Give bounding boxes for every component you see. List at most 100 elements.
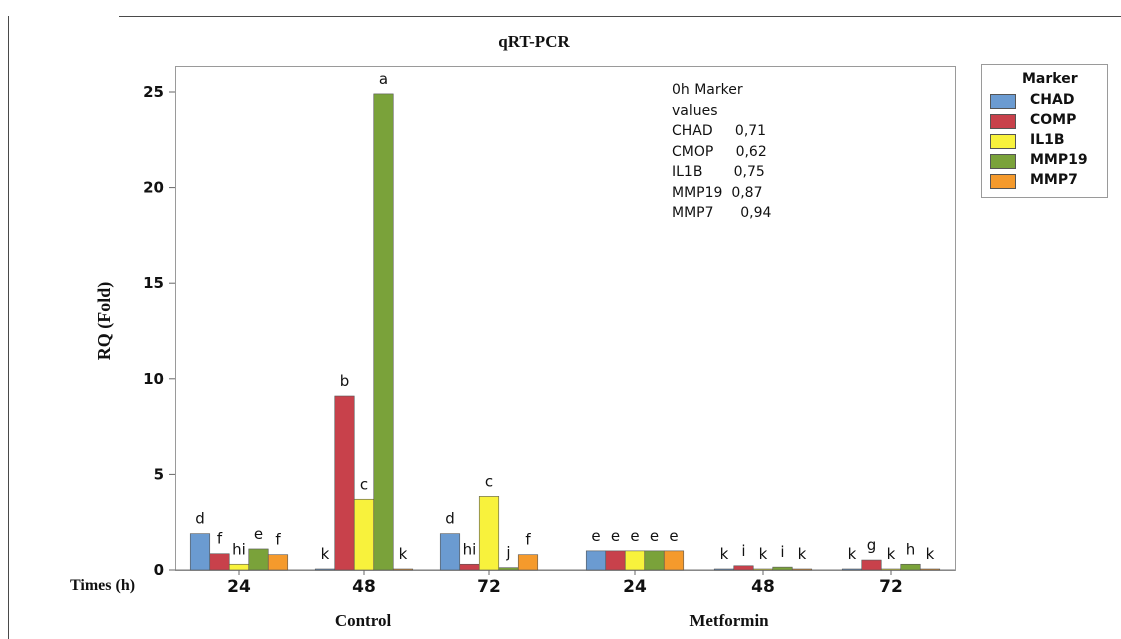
y-tick-label: 25 (143, 83, 164, 101)
x-category-label: 48 (352, 577, 376, 597)
note-row-il1b: IL1B 0,75 (672, 164, 765, 180)
legend-label-chad: CHAD (1030, 92, 1075, 108)
legend: Marker CHAD COMP IL1B MMP19 MMP7 (981, 64, 1108, 198)
bar-comp (605, 550, 626, 571)
plot-area (175, 66, 956, 571)
letter-mmp19: e (650, 527, 659, 545)
bar-chad (585, 550, 607, 571)
letter-chad: k (720, 545, 729, 563)
x-category-label: 24 (623, 577, 647, 597)
group-label-control: Control (335, 611, 392, 630)
letter-mmp7: k (798, 545, 807, 563)
letter-chad: d (445, 510, 455, 528)
bar-il1b (752, 568, 774, 571)
bar-mmp7 (267, 554, 289, 571)
bar-mmp19 (373, 93, 394, 571)
note-row-mmp7: MMP7 0,94 (672, 205, 772, 221)
chart-title: qRT-PCR (498, 32, 570, 51)
bar-chad (713, 568, 735, 571)
legend-label-comp: COMP (1030, 112, 1077, 128)
note-title-line1: 0h Marker (672, 82, 743, 98)
bar-comp (861, 559, 882, 571)
x-category-label: 72 (477, 577, 501, 597)
bar-mmp19 (772, 566, 793, 571)
letter-il1b: c (360, 475, 368, 493)
letter-comp: f (217, 530, 223, 548)
legend-label-mmp7: MMP7 (1030, 172, 1078, 188)
y-tick-label: 10 (143, 370, 164, 388)
letter-mmp19: j (505, 544, 510, 562)
x-axis: 24 48 72 24 48 72 (175, 569, 955, 597)
letter-mmp7: k (399, 545, 408, 563)
y-tick-label: 20 (143, 179, 164, 197)
letter-comp: g (867, 536, 877, 554)
note-title-line2: values (672, 102, 718, 119)
bar-il1b (478, 496, 500, 571)
bar-mmp7 (663, 550, 685, 571)
y-axis-label: RQ (Fold) (94, 282, 115, 361)
x-axis-label: Times (h) (70, 577, 135, 594)
bar-il1b (880, 568, 902, 571)
note-row-mmp19: MMP19 0,87 (672, 184, 763, 201)
letter-mmp7: e (669, 527, 678, 545)
legend-title: Marker (1022, 71, 1078, 87)
letter-comp: b (340, 372, 350, 390)
letter-il1b: c (485, 472, 493, 490)
letter-il1b: e (630, 527, 639, 545)
bar-mmp7 (919, 568, 941, 571)
x-category-label: 48 (751, 577, 775, 597)
letter-chad: e (591, 527, 600, 545)
bar-chad (189, 533, 211, 571)
legend-label-mmp19: MMP19 (1030, 152, 1088, 168)
letter-mmp7: f (525, 531, 531, 549)
legend-swatch-comp (990, 114, 1016, 129)
letter-chad: k (321, 545, 330, 563)
legend-swatch-il1b (990, 134, 1016, 149)
bar-chad (439, 533, 461, 571)
bar-mmp7 (392, 568, 414, 571)
bar-mmp19 (644, 550, 665, 571)
bar-il1b (228, 563, 250, 571)
bar-comp (334, 395, 355, 571)
letter-chad: d (195, 510, 205, 528)
letter-comp: hi (463, 540, 477, 558)
bars-layer (189, 93, 941, 571)
letter-chad: k (848, 545, 857, 563)
legend-label-il1b: IL1B (1030, 132, 1065, 148)
x-category-label: 72 (879, 577, 903, 597)
y-tick-label: 15 (143, 274, 164, 292)
bar-mmp7 (517, 554, 539, 571)
bar-comp (459, 563, 480, 571)
letter-il1b: k (887, 545, 896, 563)
letter-il1b: hi (232, 540, 246, 558)
letter-mmp19: e (254, 525, 263, 543)
legend-swatch-mmp7 (990, 174, 1016, 189)
letter-comp: e (611, 527, 620, 545)
baseline-values-note: 0h Marker values CHAD 0,71 CMOP 0,62 IL1… (672, 80, 771, 224)
note-row-chad: CHAD 0,71 (672, 123, 767, 139)
legend-swatch-mmp19 (990, 154, 1016, 169)
bar-mmp7 (791, 568, 813, 571)
legend-swatch-chad (990, 94, 1016, 109)
letter-mmp7: k (926, 545, 935, 563)
bar-chad (841, 568, 863, 571)
letter-mmp7: f (275, 531, 281, 549)
letter-mmp19: a (379, 70, 388, 88)
bar-mmp19 (900, 563, 921, 571)
bar-mmp19 (248, 548, 269, 571)
note-row-cmop: CMOP 0,62 (672, 143, 767, 160)
y-tick-label: 0 (154, 561, 164, 579)
letter-mmp19: i (780, 543, 784, 561)
bar-mmp19 (498, 567, 519, 571)
bar-il1b (624, 550, 646, 571)
x-category-label: 24 (227, 577, 251, 597)
letter-il1b: k (759, 545, 768, 563)
letter-mmp19: h (906, 540, 916, 558)
y-axis: 0 5 10 15 20 25 (143, 83, 175, 579)
bar-chad (314, 568, 336, 571)
y-tick-label: 5 (154, 465, 164, 483)
bar-comp (733, 565, 754, 571)
letter-comp: i (741, 542, 745, 560)
